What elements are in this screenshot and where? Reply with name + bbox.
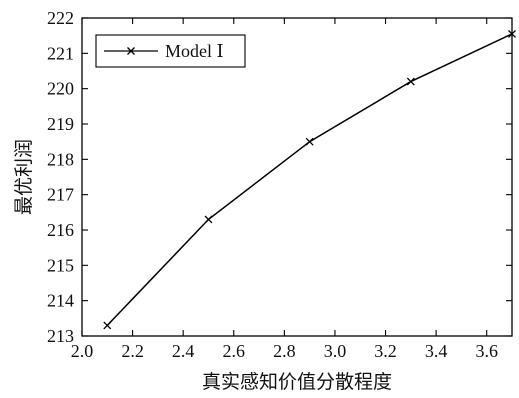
legend-marker-x-icon — [127, 47, 135, 55]
x-tick-label: 3.4 — [425, 341, 448, 361]
data-point-marker — [204, 215, 213, 224]
y-tick-label: 213 — [47, 326, 74, 346]
y-axis-title: 最优利润 — [13, 139, 35, 215]
y-tick-label: 220 — [47, 79, 74, 99]
plot-frame — [81, 17, 513, 337]
legend-marker-glyph — [127, 47, 135, 55]
y-tick-label: 218 — [47, 149, 74, 169]
y-tick-label: 221 — [47, 43, 74, 63]
y-tick-label: 215 — [47, 255, 74, 275]
y-tick-label: 219 — [47, 114, 74, 134]
x-tick-label: 2.2 — [121, 341, 144, 361]
x-tick-label: 3.2 — [374, 341, 397, 361]
x-tick-label: 3.6 — [475, 341, 498, 361]
y-tick-label: 222 — [47, 8, 74, 28]
data-point-marker — [406, 77, 415, 86]
y-tick-label: 214 — [47, 291, 74, 311]
legend: Model Ⅰ — [95, 34, 246, 68]
x-tick-label: 2.6 — [223, 341, 246, 361]
data-point-marker — [305, 137, 314, 146]
x-tick-label: 2.0 — [71, 341, 94, 361]
y-tick-label: 216 — [47, 220, 74, 240]
series-line — [106, 33, 513, 326]
series-layer — [103, 29, 516, 330]
x-tick-label: 2.8 — [273, 341, 296, 361]
y-tick-label: 217 — [47, 185, 74, 205]
x-axis-title: 真实感知价值分散程度 — [202, 371, 392, 393]
x-tick-label: 3.0 — [324, 341, 347, 361]
legend-label: Model Ⅰ — [165, 41, 224, 61]
y-axis-ticks: 213 214 215 216 217 218 219 220 221 222 — [47, 8, 512, 346]
x-tick-label: 2.4 — [172, 341, 195, 361]
data-point-marker — [103, 321, 112, 330]
x-axis-ticks: 2.0 2.2 2.4 2.6 2.8 3.0 3.2 3.4 3.6 — [71, 18, 498, 361]
